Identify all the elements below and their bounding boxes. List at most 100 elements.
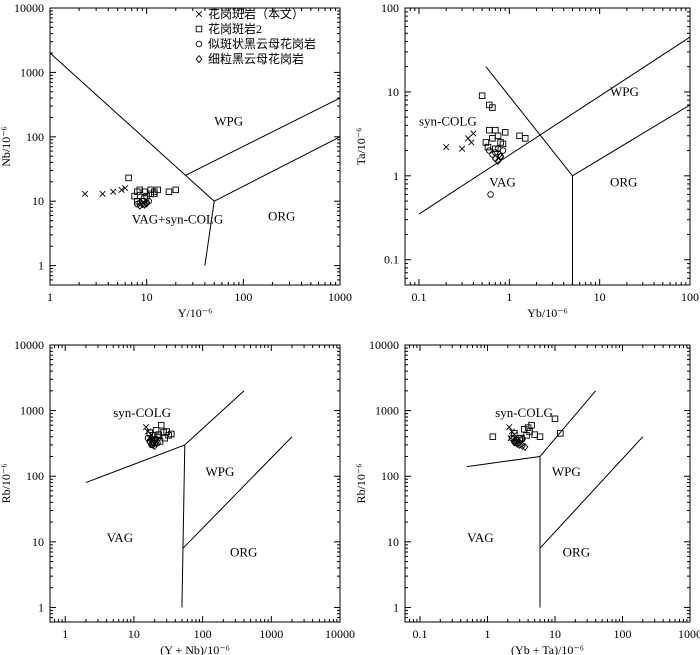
x-tick-label: 10 xyxy=(594,290,606,304)
data-point-diamond xyxy=(510,438,518,447)
field-boundary-line xyxy=(214,136,341,202)
x-tick-label: 1 xyxy=(506,290,512,304)
data-point-x xyxy=(468,139,475,146)
data-point-diamond xyxy=(152,438,160,448)
data-point-x xyxy=(99,190,106,197)
series-circle xyxy=(486,145,507,198)
data-point-square xyxy=(484,143,492,151)
legend-item: 似斑状黑云母花岗岩 xyxy=(195,36,316,51)
series-x xyxy=(443,130,477,152)
field-boundary-line xyxy=(204,201,215,266)
data-point-diamond xyxy=(143,199,151,208)
y-axis-label: Nb/10⁻⁶ xyxy=(0,126,13,167)
data-point-square xyxy=(499,140,507,148)
y-axis-label: Rb/10⁻⁶ xyxy=(354,464,368,504)
data-point-x xyxy=(465,135,472,142)
data-point-x xyxy=(458,145,466,152)
x-tick-label: 1 xyxy=(62,627,68,641)
series-square xyxy=(478,92,529,153)
x-tick-label: 100 xyxy=(234,290,252,304)
x-tick-label: 100 xyxy=(613,627,631,641)
field-label-syn-colg: syn-COLG xyxy=(113,405,171,420)
field-label-org: ORG xyxy=(610,174,637,189)
field-boundary-line xyxy=(467,455,541,468)
field-label-syn-colg: syn-COLG xyxy=(495,405,553,420)
data-point-circle xyxy=(519,435,526,443)
y-tick-label: 1 xyxy=(393,169,399,183)
field-label-wpg: WPG xyxy=(214,113,243,128)
legend-item: 花岗斑岩2 xyxy=(195,21,262,36)
y-tick-label: 10 xyxy=(387,85,399,99)
data-point-diamond xyxy=(195,54,203,64)
y-tick-label: 0.1 xyxy=(384,253,399,267)
data-point-square xyxy=(551,415,559,423)
data-point-square xyxy=(482,139,490,146)
data-point-square xyxy=(168,430,175,438)
x-tick-label: 1000 xyxy=(678,627,700,641)
diagram-panel-3: 1 10 100 1000 10000 1 10 100 1000 10000 (Y + Nb)/1… xyxy=(0,338,355,655)
y-tick-label: 1000 xyxy=(20,65,44,79)
legend-label: 细粒黑云母花岗岩 xyxy=(208,51,304,66)
x-tick-label: 10 xyxy=(128,627,140,641)
x-tick-label: 0.1 xyxy=(411,290,426,304)
data-point-square xyxy=(125,174,132,182)
data-point-diamond xyxy=(149,440,157,450)
data-point-x xyxy=(122,184,129,192)
data-point-square xyxy=(557,430,564,437)
diagram-panel-1: 1 10 100 1000 1 10 100 1000 10000 Y/10⁻⁶ Nb/10⁻⁶ WP… xyxy=(0,1,352,320)
field-boundary-line xyxy=(182,436,293,549)
y-tick-label: 1 xyxy=(38,259,44,273)
field-label-org: ORG xyxy=(563,544,590,559)
field-boundary-line xyxy=(418,36,691,215)
x-axis-label: (Y + Nb)/10⁻⁶ xyxy=(160,643,230,655)
x-tick-label: 1 xyxy=(484,627,490,641)
legend-label: 花岗斑岩2 xyxy=(208,21,262,36)
data-point-diamond xyxy=(494,156,502,166)
y-tick-label: 1 xyxy=(393,600,399,614)
data-point-x xyxy=(443,143,450,151)
series-diamond xyxy=(136,199,151,210)
field-boundary-line xyxy=(49,52,215,202)
data-point-square xyxy=(521,135,529,142)
data-point-square xyxy=(195,25,203,33)
y-tick-label: 10 xyxy=(32,194,44,208)
y-axis-label: Rb/10⁻⁶ xyxy=(0,464,13,504)
data-point-square xyxy=(516,132,523,140)
data-point-square xyxy=(154,186,161,194)
field-boundary-line xyxy=(85,444,185,484)
data-point-circle xyxy=(487,191,494,198)
data-point-square xyxy=(151,188,158,196)
y-axis-label: Ta/10⁻⁶ xyxy=(354,128,368,166)
field-boundary-line xyxy=(181,444,186,608)
data-point-x xyxy=(142,424,150,431)
data-point-square xyxy=(526,428,533,435)
y-tick-label: 100 xyxy=(26,469,44,483)
field-label-syn-colg: syn-COLG xyxy=(419,113,477,128)
data-point-diamond xyxy=(497,152,504,161)
data-point-circle xyxy=(195,40,203,48)
diagram-panel-2: 0.1 1 10 100 0.1 1 10 100 Yb/10⁻⁶ Ta/10⁻⁶ WPG syn-C… xyxy=(354,1,699,320)
field-label-vag-syn-colg: VAG+syn-COLG xyxy=(132,212,224,227)
data-point-x xyxy=(118,186,125,193)
field-label-org: ORG xyxy=(230,544,257,559)
data-point-diamond xyxy=(521,442,529,451)
legend-label: 似斑状黑云母花岗岩 xyxy=(208,36,316,51)
x-tick-label: 100 xyxy=(681,290,699,304)
y-tick-label: 10 xyxy=(387,535,399,549)
data-point-square xyxy=(489,433,497,440)
data-point-square xyxy=(489,135,496,142)
x-tick-label: 10 xyxy=(549,627,561,641)
field-label-vag: VAG xyxy=(107,530,134,545)
y-tick-label: 1000 xyxy=(375,404,399,418)
x-axis-label: (Yb + Ta)/10⁻⁶ xyxy=(511,643,584,655)
series-diamond xyxy=(510,438,529,451)
plot-frame xyxy=(404,7,691,286)
field-label-vag: VAG xyxy=(467,530,494,545)
x-tick-label: 1 xyxy=(47,290,53,304)
field-boundary-line xyxy=(184,97,341,177)
field-label-wpg: WPG xyxy=(610,84,639,99)
x-tick-label: 1000 xyxy=(259,627,283,641)
field-label-wpg: WPG xyxy=(552,464,581,479)
series-diamond xyxy=(146,438,160,450)
